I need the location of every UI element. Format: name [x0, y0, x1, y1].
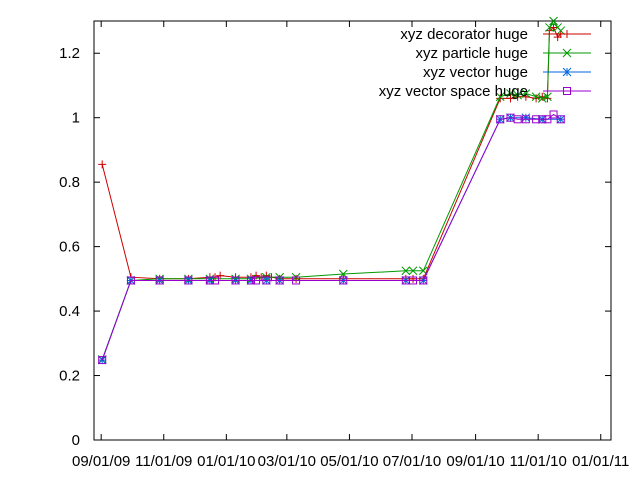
y-tick-label: 0.8: [59, 174, 80, 191]
x-tick-label: 07/01/10: [383, 453, 441, 470]
legend-label: xyz decorator huge: [400, 26, 528, 43]
data-point-cross: [521, 89, 531, 98]
data-point-plus: [538, 92, 547, 101]
y-axis: 0 0.2 0.4 0.6 0.8 1 1.2: [59, 45, 611, 449]
y-tick-label: 1: [72, 110, 80, 127]
series-plus: [98, 23, 565, 283]
series-star: [97, 113, 566, 365]
data-point-square: [231, 276, 240, 285]
x-tick-label: 11/01/10: [510, 453, 567, 470]
legend-label: xyz particle huge: [415, 45, 528, 62]
data-point-plus: [216, 271, 225, 280]
series-square: [98, 110, 565, 365]
data-point-square: [532, 115, 541, 124]
plot-frame: [93, 20, 612, 441]
data-point-square: [252, 276, 261, 285]
data-point-square: [549, 110, 558, 119]
data-point-cross: [537, 94, 547, 103]
y-tick-label: 0.6: [59, 239, 80, 256]
x-tick-label: 11/01/09: [135, 453, 192, 470]
y-tick-label: 0: [72, 432, 80, 449]
data-point-plus: [532, 94, 541, 103]
data-point-star: [556, 114, 566, 124]
series-line: [101, 113, 561, 361]
data-point-square: [262, 276, 271, 285]
data-point-cross: [556, 26, 566, 36]
x-tick-label: 03/01/10: [258, 453, 316, 470]
data-point-cross: [545, 23, 554, 32]
x-tick-label: 01/01/10: [197, 453, 255, 470]
data-point-star: [521, 113, 531, 123]
data-point-cross: [401, 266, 411, 276]
legend-label: xyz vector huge: [423, 64, 528, 81]
x-tick-label: 01/01/11: [572, 453, 629, 470]
data-point-square: [513, 115, 522, 124]
legend-marker-plus: [563, 30, 571, 38]
x-tick-label: 05/01/10: [320, 453, 378, 470]
x-tick-label: 09/01/09: [72, 453, 130, 470]
data-point-plus: [549, 23, 558, 32]
legend-label: xyz vector space huge: [379, 83, 528, 100]
data-point-cross: [506, 89, 515, 98]
data-point-plus: [496, 94, 505, 103]
data-point-square: [538, 115, 547, 124]
data-point-square: [409, 276, 418, 285]
data-point-plus: [98, 160, 107, 169]
data-point-cross: [549, 16, 558, 26]
data-point-square: [126, 276, 135, 285]
data-point-cross: [408, 266, 418, 276]
legend: xyz decorator huge xyz particle huge xyz v…: [379, 26, 591, 100]
series-layer: [97, 16, 566, 365]
data-point-cross: [513, 90, 523, 100]
data-point-square: [292, 276, 301, 285]
y-tick-label: 0.4: [59, 303, 80, 320]
data-point-plus: [513, 92, 522, 101]
x-axis: 09/01/09 11/01/09 01/01/10 03/01/10 05/01/10…: [72, 21, 629, 470]
data-point-square: [521, 115, 530, 124]
data-point-square: [496, 115, 505, 124]
data-point-square: [205, 276, 214, 285]
data-point-square: [184, 276, 193, 285]
series-line: [101, 117, 561, 361]
data-point-square: [543, 115, 552, 124]
data-point-square: [556, 115, 565, 124]
data-point-square: [339, 276, 348, 285]
data-point-cross: [531, 92, 541, 102]
legend-marker-star: [562, 67, 572, 77]
data-point-cross: [418, 266, 428, 276]
legend-marker-square: [563, 87, 571, 95]
data-point-square: [98, 356, 107, 365]
data-point-square: [211, 276, 220, 285]
data-point-cross: [495, 92, 505, 102]
x-tick-label: 09/01/10: [446, 453, 504, 470]
data-point-square: [419, 276, 428, 285]
data-point-cross: [543, 92, 552, 102]
y-tick-label: 0.2: [59, 368, 80, 385]
data-point-plus: [409, 274, 418, 283]
y-tick-label: 1.2: [59, 45, 80, 62]
data-point-plus: [506, 94, 515, 103]
data-point-square: [246, 276, 255, 285]
data-point-plus: [292, 274, 301, 283]
data-point-square: [275, 276, 284, 285]
legend-marker-cross: [562, 48, 572, 58]
data-point-square: [155, 276, 164, 285]
